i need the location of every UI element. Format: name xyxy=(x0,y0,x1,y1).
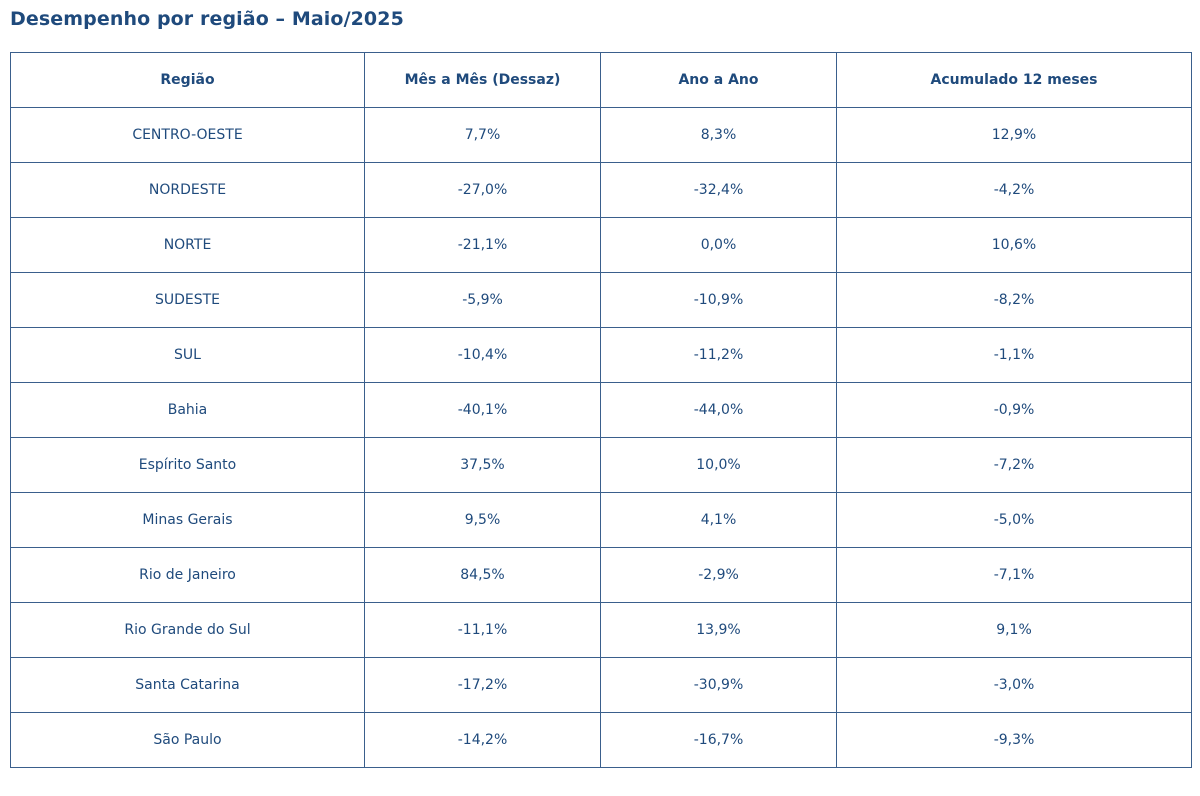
cell-regiao: Espírito Santo xyxy=(10,437,365,493)
cell-mes-a-mes: 84,5% xyxy=(364,547,601,603)
table-row: Bahia -40,1% -44,0% -0,9% xyxy=(10,382,1192,438)
cell-acumulado-12-meses: 9,1% xyxy=(836,602,1192,658)
cell-ano-a-ano: 0,0% xyxy=(600,217,837,273)
table-row: Minas Gerais 9,5% 4,1% -5,0% xyxy=(10,492,1192,548)
cell-ano-a-ano: -16,7% xyxy=(600,712,837,768)
cell-ano-a-ano: -44,0% xyxy=(600,382,837,438)
cell-mes-a-mes: 9,5% xyxy=(364,492,601,548)
cell-regiao: NORTE xyxy=(10,217,365,273)
cell-acumulado-12-meses: 12,9% xyxy=(836,107,1192,163)
cell-mes-a-mes: 7,7% xyxy=(364,107,601,163)
table-row: SUL -10,4% -11,2% -1,1% xyxy=(10,327,1192,383)
cell-ano-a-ano: -32,4% xyxy=(600,162,837,218)
table-row: Santa Catarina -17,2% -30,9% -3,0% xyxy=(10,657,1192,713)
cell-ano-a-ano: -2,9% xyxy=(600,547,837,603)
cell-ano-a-ano: 13,9% xyxy=(600,602,837,658)
table-header-row: Região Mês a Mês (Dessaz) Ano a Ano Acum… xyxy=(10,52,1192,108)
cell-mes-a-mes: -21,1% xyxy=(364,217,601,273)
cell-regiao: Bahia xyxy=(10,382,365,438)
table-row: CENTRO-OESTE 7,7% 8,3% 12,9% xyxy=(10,107,1192,163)
table-row: SUDESTE -5,9% -10,9% -8,2% xyxy=(10,272,1192,328)
cell-acumulado-12-meses: 10,6% xyxy=(836,217,1192,273)
cell-regiao: SUDESTE xyxy=(10,272,365,328)
cell-acumulado-12-meses: -8,2% xyxy=(836,272,1192,328)
regional-performance-table: Região Mês a Mês (Dessaz) Ano a Ano Acum… xyxy=(10,52,1192,768)
cell-acumulado-12-meses: -7,2% xyxy=(836,437,1192,493)
cell-mes-a-mes: -14,2% xyxy=(364,712,601,768)
cell-ano-a-ano: 8,3% xyxy=(600,107,837,163)
cell-acumulado-12-meses: -5,0% xyxy=(836,492,1192,548)
cell-acumulado-12-meses: -0,9% xyxy=(836,382,1192,438)
page-title: Desempenho por região – Maio/2025 xyxy=(10,8,404,30)
cell-ano-a-ano: -11,2% xyxy=(600,327,837,383)
cell-regiao: Rio Grande do Sul xyxy=(10,602,365,658)
cell-acumulado-12-meses: -4,2% xyxy=(836,162,1192,218)
cell-acumulado-12-meses: -1,1% xyxy=(836,327,1192,383)
table-row: Espírito Santo 37,5% 10,0% -7,2% xyxy=(10,437,1192,493)
cell-mes-a-mes: -27,0% xyxy=(364,162,601,218)
table-row: Rio Grande do Sul -11,1% 13,9% 9,1% xyxy=(10,602,1192,658)
cell-regiao: NORDESTE xyxy=(10,162,365,218)
table-row: São Paulo -14,2% -16,7% -9,3% xyxy=(10,712,1192,768)
cell-ano-a-ano: -10,9% xyxy=(600,272,837,328)
cell-ano-a-ano: 4,1% xyxy=(600,492,837,548)
header-mes-a-mes: Mês a Mês (Dessaz) xyxy=(364,52,601,108)
header-regiao: Região xyxy=(10,52,365,108)
cell-mes-a-mes: 37,5% xyxy=(364,437,601,493)
table-body: CENTRO-OESTE 7,7% 8,3% 12,9% NORDESTE -27,0% -… xyxy=(10,107,1192,768)
cell-acumulado-12-meses: -3,0% xyxy=(836,657,1192,713)
header-acumulado-12-meses: Acumulado 12 meses xyxy=(836,52,1192,108)
table-row: NORTE -21,1% 0,0% 10,6% xyxy=(10,217,1192,273)
cell-mes-a-mes: -10,4% xyxy=(364,327,601,383)
cell-ano-a-ano: 10,0% xyxy=(600,437,837,493)
table-row: Rio de Janeiro 84,5% -2,9% -7,1% xyxy=(10,547,1192,603)
cell-acumulado-12-meses: -7,1% xyxy=(836,547,1192,603)
cell-regiao: SUL xyxy=(10,327,365,383)
cell-regiao: Minas Gerais xyxy=(10,492,365,548)
cell-regiao: CENTRO-OESTE xyxy=(10,107,365,163)
cell-regiao: Santa Catarina xyxy=(10,657,365,713)
cell-regiao: São Paulo xyxy=(10,712,365,768)
table-row: NORDESTE -27,0% -32,4% -4,2% xyxy=(10,162,1192,218)
cell-mes-a-mes: -5,9% xyxy=(364,272,601,328)
cell-ano-a-ano: -30,9% xyxy=(600,657,837,713)
header-ano-a-ano: Ano a Ano xyxy=(600,52,837,108)
cell-acumulado-12-meses: -9,3% xyxy=(836,712,1192,768)
cell-regiao: Rio de Janeiro xyxy=(10,547,365,603)
cell-mes-a-mes: -40,1% xyxy=(364,382,601,438)
cell-mes-a-mes: -17,2% xyxy=(364,657,601,713)
cell-mes-a-mes: -11,1% xyxy=(364,602,601,658)
